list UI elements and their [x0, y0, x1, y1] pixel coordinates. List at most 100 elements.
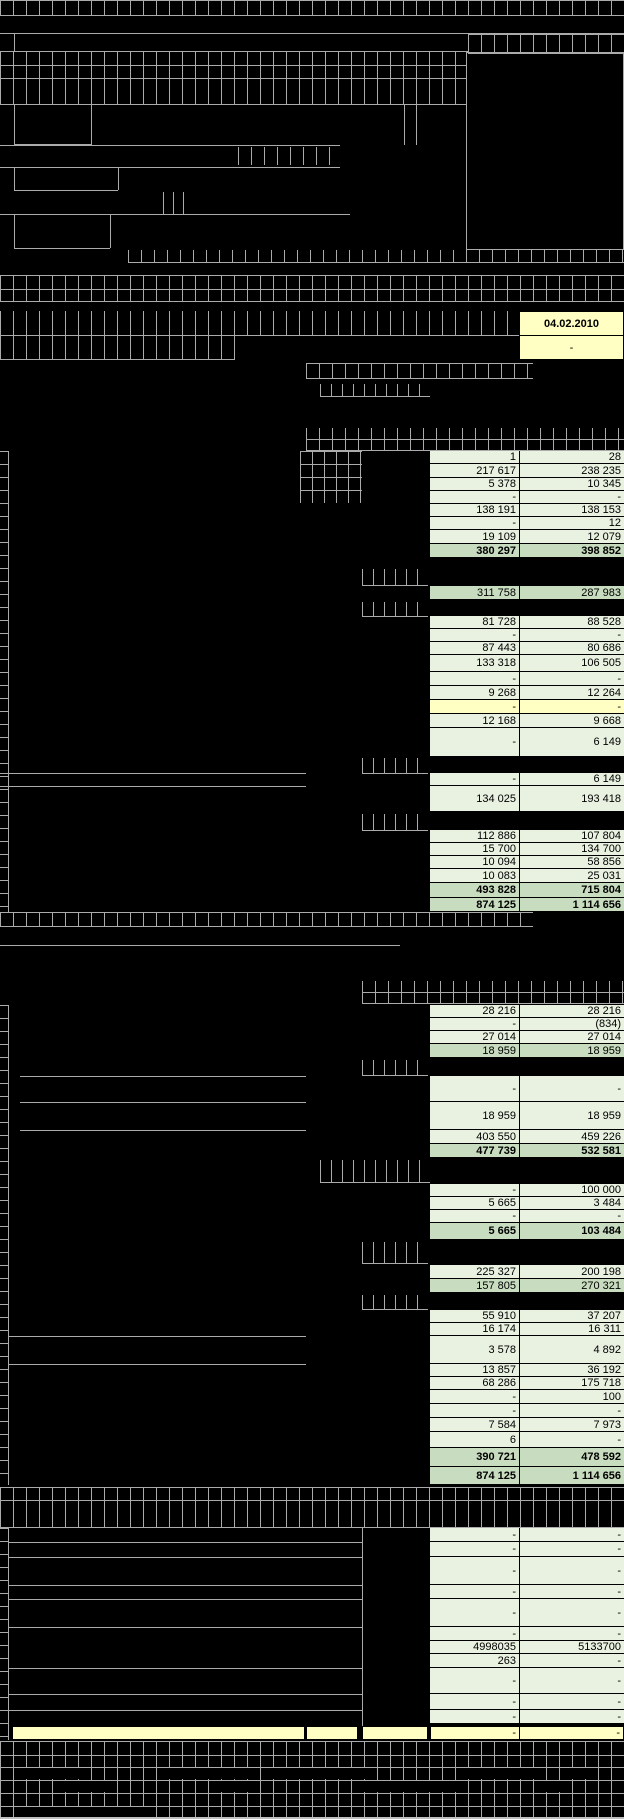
value-cell-col1[interactable]: 16 174 — [430, 1323, 520, 1335]
total-band-value-col1[interactable]: - — [430, 1726, 520, 1740]
value-cell-col2[interactable]: 10 345 — [520, 478, 624, 490]
value-cell-col2[interactable]: 1 114 656 — [520, 898, 624, 911]
value-cell-col2[interactable]: 106 505 — [520, 655, 624, 671]
value-cell-col2[interactable]: - — [520, 1404, 624, 1417]
value-cell-col1[interactable]: 311 758 — [430, 586, 520, 599]
value-cell-col2[interactable]: - — [520, 1694, 624, 1709]
value-cell-col1[interactable]: - — [430, 1557, 520, 1584]
value-cell-col2[interactable]: 27 014 — [520, 1031, 624, 1043]
value-cell-col1[interactable]: 27 014 — [430, 1031, 520, 1043]
value-cell-col2[interactable]: 16 311 — [520, 1323, 624, 1335]
value-cell-col2[interactable]: 532 581 — [520, 1144, 624, 1157]
value-cell-col1[interactable]: 874 125 — [430, 898, 520, 911]
value-cell-col1[interactable]: 263 — [430, 1654, 520, 1667]
value-cell-col2[interactable]: - — [520, 1668, 624, 1693]
value-cell-col1[interactable]: 403 550 — [430, 1130, 520, 1143]
value-cell-col2[interactable]: 6 149 — [520, 773, 624, 785]
value-cell-col1[interactable]: 390 721 — [430, 1448, 520, 1466]
value-cell-col2[interactable]: 715 804 — [520, 883, 624, 897]
value-cell-col2[interactable]: - — [520, 1076, 624, 1101]
value-cell-col1[interactable]: - — [430, 1210, 520, 1222]
value-cell-col1[interactable]: 157 805 — [430, 1279, 520, 1292]
value-cell-col1[interactable]: 874 125 — [430, 1467, 520, 1484]
value-cell-col1[interactable]: 138 191 — [430, 504, 520, 516]
value-cell-col1[interactable]: 55 910 — [430, 1310, 520, 1322]
value-cell-col2[interactable]: - — [520, 491, 624, 503]
value-cell-col2[interactable]: 80 686 — [520, 642, 624, 654]
value-cell-col1[interactable]: - — [430, 700, 520, 713]
value-cell-col1[interactable]: - — [430, 1710, 520, 1723]
value-cell-col1[interactable]: 18 959 — [430, 1102, 520, 1129]
value-cell-col1[interactable]: - — [430, 517, 520, 529]
value-cell-col2[interactable]: 193 418 — [520, 786, 624, 811]
value-cell-col2[interactable]: 7 973 — [520, 1418, 624, 1431]
value-cell-col2[interactable]: 12 264 — [520, 686, 624, 699]
value-cell-col1[interactable]: 225 327 — [430, 1265, 520, 1278]
value-cell-col1[interactable]: 493 828 — [430, 883, 520, 897]
value-cell-col1[interactable]: - — [430, 1184, 520, 1196]
value-cell-col2[interactable]: 175 718 — [520, 1377, 624, 1389]
value-cell-col2[interactable]: 4 892 — [520, 1336, 624, 1363]
value-cell-col1[interactable]: 4998035 — [430, 1641, 520, 1653]
value-cell-col2[interactable]: 88 528 — [520, 616, 624, 628]
value-cell-col1[interactable]: 13 857 — [430, 1364, 520, 1376]
value-cell-col1[interactable]: 3 578 — [430, 1336, 520, 1363]
value-cell-col2[interactable]: - — [520, 629, 624, 641]
value-cell-col1[interactable]: 134 025 — [430, 786, 520, 811]
value-cell-col2[interactable]: 270 321 — [520, 1279, 624, 1292]
value-cell-col2[interactable]: 28 216 — [520, 1005, 624, 1017]
value-cell-col2[interactable]: - — [520, 1710, 624, 1723]
value-cell-col1[interactable]: - — [430, 491, 520, 503]
value-cell-col1[interactable]: 5 665 — [430, 1223, 520, 1239]
value-cell-col1[interactable]: 28 216 — [430, 1005, 520, 1017]
value-cell-col1[interactable]: 19 109 — [430, 530, 520, 543]
total-band-cell[interactable] — [306, 1726, 358, 1740]
value-cell-col1[interactable]: 10 094 — [430, 856, 520, 868]
value-cell-col1[interactable]: 10 083 — [430, 869, 520, 882]
value-cell-col2[interactable]: 58 856 — [520, 856, 624, 868]
value-cell-col1[interactable]: - — [430, 1542, 520, 1556]
bottom-scroll-strip[interactable] — [0, 1817, 624, 1819]
value-cell-col1[interactable]: - — [430, 672, 520, 685]
value-cell-col1[interactable]: 5 665 — [430, 1197, 520, 1209]
value-cell-col2[interactable]: 18 959 — [520, 1044, 624, 1057]
value-cell-col2[interactable]: 398 852 — [520, 544, 624, 557]
value-cell-col1[interactable]: 5 378 — [430, 478, 520, 490]
value-cell-col1[interactable]: 1 — [430, 451, 520, 463]
value-cell-col2[interactable]: - — [520, 1557, 624, 1584]
value-cell-col2[interactable]: 9 668 — [520, 714, 624, 727]
value-cell-col1[interactable]: 112 886 — [430, 830, 520, 842]
value-cell-col2[interactable]: 100 000 — [520, 1184, 624, 1196]
value-cell-col2[interactable]: - — [520, 1654, 624, 1667]
value-cell-col2[interactable]: - — [520, 672, 624, 685]
value-cell-col1[interactable]: 81 728 — [430, 616, 520, 628]
report-date-note-cell[interactable]: - — [519, 335, 624, 360]
value-cell-col1[interactable]: - — [430, 773, 520, 785]
value-cell-col1[interactable]: - — [430, 1668, 520, 1693]
value-cell-col2[interactable]: 1 114 656 — [520, 1467, 624, 1484]
value-cell-col1[interactable]: - — [430, 1018, 520, 1030]
value-cell-col1[interactable]: 477 739 — [430, 1144, 520, 1157]
value-cell-col2[interactable]: - — [520, 1542, 624, 1556]
value-cell-col1[interactable]: - — [430, 1390, 520, 1403]
value-cell-col1[interactable]: 87 443 — [430, 642, 520, 654]
value-cell-col1[interactable]: 380 297 — [430, 544, 520, 557]
value-cell-col1[interactable]: 12 168 — [430, 714, 520, 727]
value-cell-col1[interactable]: 9 268 — [430, 686, 520, 699]
value-cell-col2[interactable]: 238 235 — [520, 464, 624, 477]
value-cell-col1[interactable]: 133 318 — [430, 655, 520, 671]
value-cell-col2[interactable]: 6 149 — [520, 728, 624, 756]
value-cell-col2[interactable]: 37 207 — [520, 1310, 624, 1322]
value-cell-col2[interactable]: 103 484 — [520, 1223, 624, 1239]
value-cell-col1[interactable]: 217 617 — [430, 464, 520, 477]
value-cell-col2[interactable]: 138 153 — [520, 504, 624, 516]
value-cell-col2[interactable]: (834) — [520, 1018, 624, 1030]
value-cell-col2[interactable]: 18 959 — [520, 1102, 624, 1129]
value-cell-col1[interactable]: 18 959 — [430, 1044, 520, 1057]
value-cell-col2[interactable]: 200 198 — [520, 1265, 624, 1278]
value-cell-col2[interactable]: 5133700 — [520, 1641, 624, 1653]
value-cell-col2[interactable]: 459 226 — [520, 1130, 624, 1143]
value-cell-col1[interactable]: - — [430, 1627, 520, 1640]
value-cell-col1[interactable]: - — [430, 1585, 520, 1598]
value-cell-col2[interactable]: - — [520, 1528, 624, 1541]
